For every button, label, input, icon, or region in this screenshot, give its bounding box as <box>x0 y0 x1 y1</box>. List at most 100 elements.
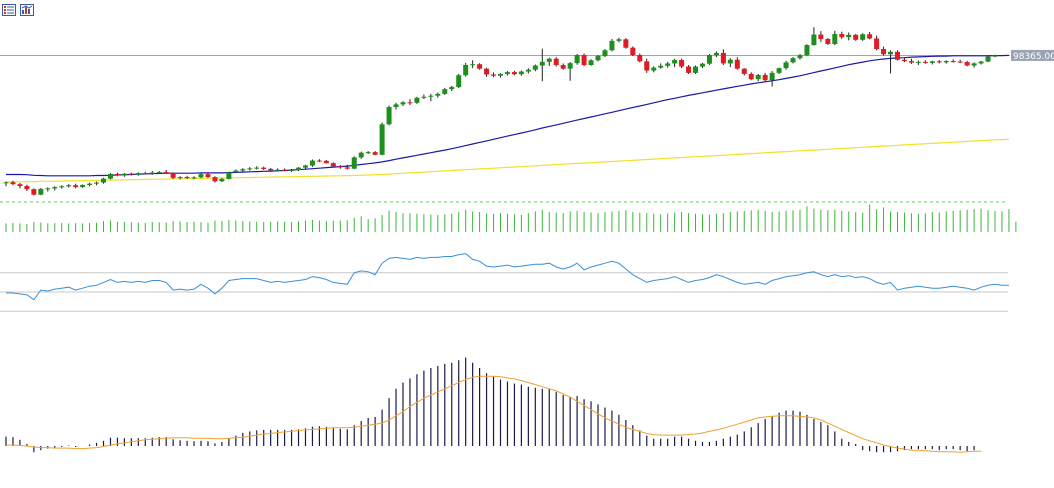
chart-settings-icon[interactable] <box>20 4 34 16</box>
candle-body <box>135 173 141 175</box>
candle-body <box>525 69 531 72</box>
candle-body <box>957 61 963 63</box>
candle-body <box>915 61 921 63</box>
candle-body <box>38 188 44 195</box>
candle <box>588 59 594 66</box>
candle <box>80 184 86 188</box>
candle <box>797 53 803 60</box>
candle <box>449 85 455 91</box>
candle-body <box>713 52 719 56</box>
candle <box>532 64 538 72</box>
candle-body <box>128 173 134 175</box>
candle <box>135 172 141 176</box>
candle-body <box>741 68 747 74</box>
candle <box>45 187 51 192</box>
candle <box>567 62 573 81</box>
candle <box>470 60 476 69</box>
candle <box>101 177 107 184</box>
candle-body <box>978 61 984 64</box>
candle <box>915 60 921 65</box>
candle-body <box>296 167 302 170</box>
candle-body <box>804 45 810 56</box>
candle-body <box>240 169 246 171</box>
candle-body <box>567 63 573 69</box>
candle <box>658 63 664 69</box>
candle <box>846 32 852 41</box>
candle-body <box>651 67 657 71</box>
candle-body <box>755 74 761 80</box>
candle-body <box>797 55 803 59</box>
candle-body <box>163 172 169 174</box>
candle <box>971 62 977 68</box>
candle-body <box>950 61 956 63</box>
candle <box>114 172 120 177</box>
candle <box>219 177 225 183</box>
candle <box>121 173 127 177</box>
candle <box>212 176 218 183</box>
candle-body <box>247 168 253 170</box>
moving-average-slow <box>5 138 1009 183</box>
candle-body <box>860 34 866 40</box>
candle <box>59 185 65 189</box>
candle <box>867 31 873 40</box>
macd-signal-line <box>6 375 982 453</box>
menu-list-icon[interactable] <box>2 4 16 16</box>
candle-body <box>546 58 552 62</box>
candle <box>358 151 364 159</box>
candle <box>393 102 399 110</box>
candle-body <box>149 172 155 174</box>
candle <box>94 181 100 186</box>
candle-body <box>553 58 559 65</box>
candle <box>302 164 308 169</box>
candle-body <box>59 186 65 188</box>
candle <box>344 164 350 170</box>
candle-body <box>212 177 218 182</box>
candle-body <box>142 173 148 175</box>
candle <box>275 168 281 172</box>
candle-body <box>66 185 72 187</box>
candle <box>66 184 72 188</box>
candle-body <box>442 89 448 94</box>
candle-body <box>602 50 608 57</box>
candle <box>226 171 232 180</box>
candle <box>811 27 817 46</box>
candle <box>184 175 190 179</box>
candle <box>769 71 775 87</box>
candle-body <box>94 182 100 184</box>
price-pane <box>0 27 1010 196</box>
candle-body <box>87 183 93 185</box>
candle-body <box>518 71 524 75</box>
candle-body <box>790 58 796 63</box>
candle <box>546 57 552 67</box>
candle <box>337 165 343 169</box>
candle-body <box>3 182 9 184</box>
candle-body <box>289 170 295 171</box>
candle <box>477 63 483 70</box>
candle <box>435 92 441 98</box>
candle <box>282 168 288 172</box>
candle-body <box>560 65 566 69</box>
candle <box>205 173 211 178</box>
candle <box>741 68 747 76</box>
candle <box>87 182 93 187</box>
candle-body <box>456 75 462 88</box>
candle <box>142 171 148 175</box>
candle-body <box>825 39 831 44</box>
candle-body <box>532 65 538 70</box>
candle-body <box>727 59 733 64</box>
candle-body <box>316 160 322 162</box>
candle-body <box>888 51 894 55</box>
candle <box>128 172 134 176</box>
candle-body <box>595 56 601 61</box>
candle-body <box>421 96 427 98</box>
candle <box>825 37 831 46</box>
candle-body <box>358 152 364 158</box>
candle-body <box>623 39 629 48</box>
candle-body <box>616 39 622 41</box>
candle <box>957 59 963 64</box>
candle <box>630 46 636 57</box>
candle-body <box>233 170 239 173</box>
candle <box>491 72 497 78</box>
candle-body <box>504 72 510 74</box>
